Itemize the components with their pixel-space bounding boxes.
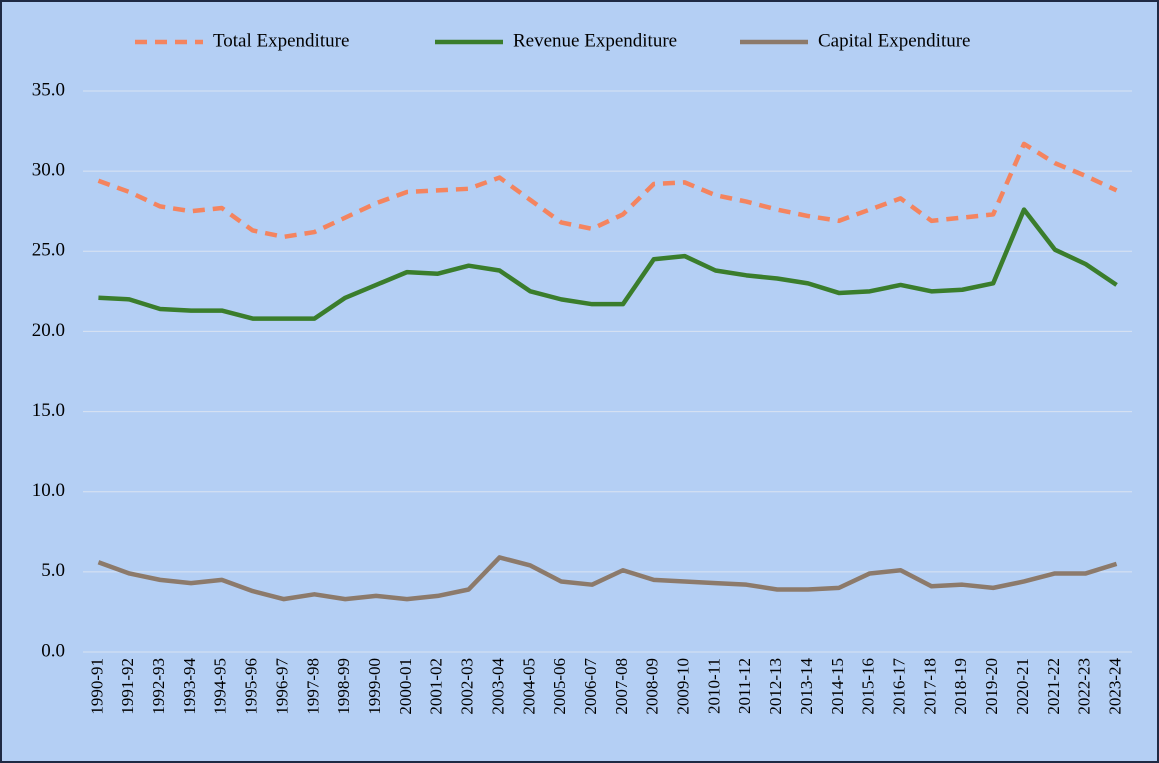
series-line xyxy=(97,555,1118,602)
x-tick-label: 2009-10 xyxy=(674,658,693,715)
x-tick-label: 2000-01 xyxy=(396,658,415,715)
x-tick-label: 2012-13 xyxy=(766,658,785,715)
x-tick-label: 2002-03 xyxy=(458,658,477,715)
series-line xyxy=(98,207,1118,321)
x-tick-label: 2014-15 xyxy=(828,658,847,715)
series-line xyxy=(97,141,1118,240)
legend-label: Capital Expenditure xyxy=(818,30,970,51)
y-tick-label: 35.0 xyxy=(32,79,65,100)
x-tick-label: 1992-93 xyxy=(149,658,168,715)
x-tick-label: 1995-96 xyxy=(242,658,261,715)
x-tick-label: 2023-24 xyxy=(1105,658,1124,715)
x-tick-label: 1999-00 xyxy=(365,658,384,715)
y-tick-label: 30.0 xyxy=(32,160,65,181)
x-tick-label: 2018-19 xyxy=(951,658,970,715)
x-tick-label: 2008-09 xyxy=(643,658,662,715)
y-tick-label: 5.0 xyxy=(41,560,65,581)
x-tick-label: 2007-08 xyxy=(612,658,631,715)
x-tick-label: 2015-16 xyxy=(859,658,878,715)
x-tick-label: 1990-91 xyxy=(87,658,106,715)
x-tick-label: 1991-92 xyxy=(118,658,137,715)
y-tick-label: 15.0 xyxy=(32,400,65,421)
y-tick-label: 10.0 xyxy=(32,480,65,501)
x-tick-label: 2017-18 xyxy=(920,658,939,715)
x-tick-label: 1997-98 xyxy=(303,658,322,715)
x-tick-label: 2005-06 xyxy=(550,658,569,715)
x-tick-label: 2011-12 xyxy=(735,658,754,714)
x-tick-label: 2021-22 xyxy=(1044,658,1063,715)
x-tick-label: 1998-99 xyxy=(334,658,353,715)
x-tick-label: 2016-17 xyxy=(890,658,909,715)
y-tick-label: 20.0 xyxy=(32,320,65,341)
x-tick-label: 1994-95 xyxy=(211,658,230,715)
x-tick-label: 2006-07 xyxy=(581,658,600,715)
x-tick-label: 2019-20 xyxy=(982,658,1001,715)
x-tick-label: 2013-14 xyxy=(797,658,816,715)
x-tick-label: 2020-21 xyxy=(1013,658,1032,715)
y-tick-label: 25.0 xyxy=(32,240,65,261)
x-tick-label: 2004-05 xyxy=(519,658,538,715)
x-tick-label: 2003-04 xyxy=(488,658,507,715)
x-tick-label: 2010-11 xyxy=(704,658,723,714)
x-tick-label: 1993-94 xyxy=(180,658,199,715)
x-tick-label: 2001-02 xyxy=(427,658,446,715)
legend-label: Revenue Expenditure xyxy=(513,30,677,51)
x-tick-label: 2022-23 xyxy=(1075,658,1094,715)
legend-label: Total Expenditure xyxy=(213,30,349,51)
x-tick-label: 1996-97 xyxy=(272,658,291,715)
y-tick-label: 0.0 xyxy=(41,640,65,661)
